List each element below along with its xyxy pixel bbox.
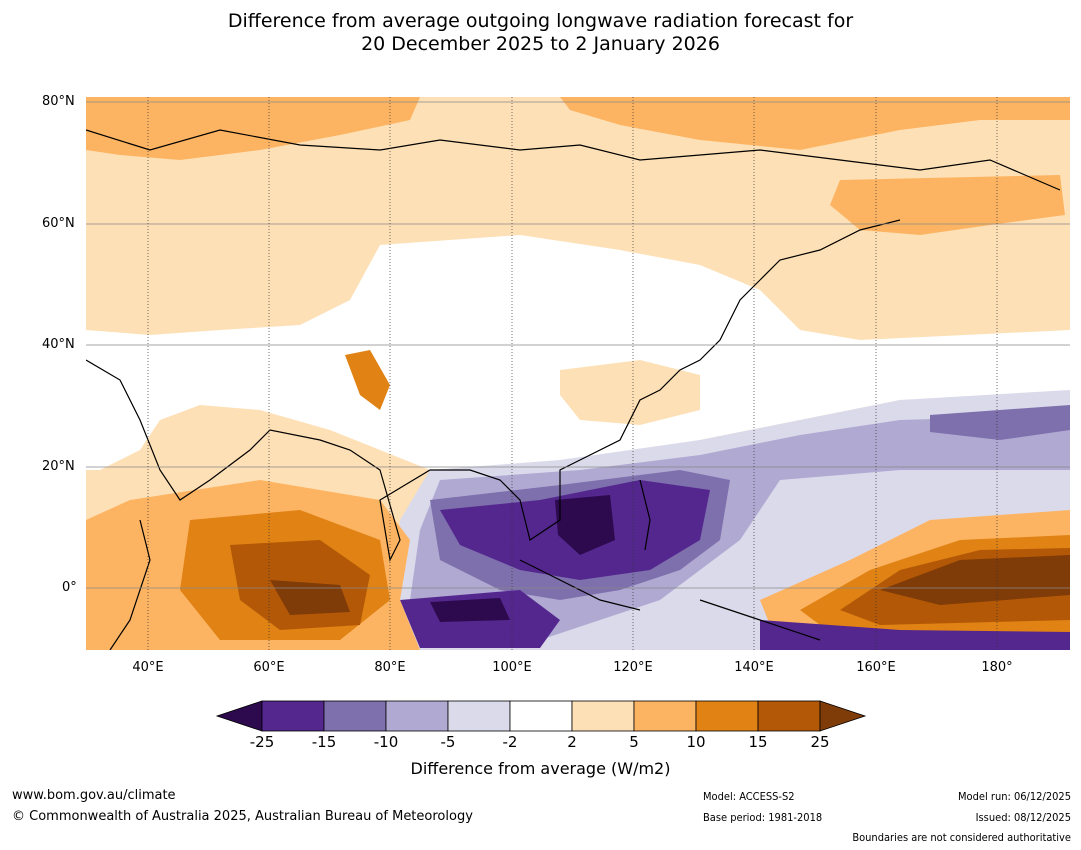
colorbar-tick: 25 bbox=[810, 733, 830, 751]
lat-label: 0° bbox=[62, 580, 77, 595]
colorbar-min-arrow bbox=[215, 700, 263, 732]
chart-title-line-1: Difference from average outgoing longwav… bbox=[227, 10, 854, 32]
chart-title-line-2: 20 December 2025 to 2 January 2026 bbox=[361, 33, 720, 55]
map-fill-layer bbox=[86, 97, 1070, 650]
colorbar-tick: -15 bbox=[311, 733, 337, 751]
colorbar-tick: -10 bbox=[373, 733, 399, 751]
boundaries-text: Boundaries are not considered authoritat… bbox=[852, 831, 1071, 844]
colorbar-cell bbox=[261, 700, 325, 732]
anomaly-region-siberia-east bbox=[830, 175, 1065, 235]
colorbar-tick: -5 bbox=[440, 733, 456, 751]
colorbar-cell bbox=[509, 700, 573, 732]
anomaly-region-himalaya bbox=[345, 350, 390, 410]
lon-label: 140°E bbox=[734, 660, 774, 675]
anomaly-region-south-pacific-strong bbox=[760, 620, 1070, 650]
lat-label: 60°N bbox=[42, 216, 75, 231]
anomaly-region-pacific-dry-peak bbox=[880, 555, 1070, 605]
lat-label: 20°N bbox=[42, 459, 75, 474]
lon-label: 120°E bbox=[613, 660, 653, 675]
issued-text: Issued: 08/12/2025 bbox=[975, 811, 1071, 824]
copyright-text: © Commonwealth of Australia 2025, Austra… bbox=[12, 809, 473, 824]
lat-label: 80°N bbox=[42, 94, 75, 109]
colorbar-title: Difference from average (W/m2) bbox=[410, 759, 671, 778]
lat-label: 40°N bbox=[42, 337, 75, 352]
base-period-text: Base period: 1981-2018 bbox=[703, 811, 823, 824]
colorbar-cell bbox=[757, 700, 821, 732]
colorbar-cells bbox=[215, 700, 867, 732]
colorbar-tick: -2 bbox=[502, 733, 518, 751]
model-run-text: Model run: 06/12/2025 bbox=[958, 790, 1071, 803]
lon-label: 60°E bbox=[253, 660, 285, 675]
colorbar-tick: 10 bbox=[686, 733, 706, 751]
anomaly-region-indian-ocean-peak bbox=[430, 598, 510, 622]
anomaly-map bbox=[86, 97, 1070, 650]
longitude-gridlines bbox=[147, 97, 998, 650]
anomaly-region-arctic-east bbox=[560, 97, 1070, 150]
lon-label: 160°E bbox=[856, 660, 896, 675]
colorbar-cell bbox=[633, 700, 697, 732]
anomaly-region-pacific-band bbox=[930, 405, 1070, 440]
lon-label: 180° bbox=[981, 660, 1013, 675]
website-link[interactable]: www.bom.gov.au/climate bbox=[12, 788, 176, 803]
anomaly-region-near-average bbox=[86, 235, 1070, 470]
colorbar-max-arrow bbox=[819, 700, 867, 732]
colorbar-cell bbox=[695, 700, 759, 732]
colorbar-cell bbox=[323, 700, 387, 732]
colorbar-tick: 5 bbox=[629, 733, 639, 751]
coastlines bbox=[86, 129, 1061, 650]
colorbar-cell bbox=[447, 700, 511, 732]
lon-label: 80°E bbox=[374, 660, 406, 675]
colorbar-cell bbox=[385, 700, 449, 732]
latitude-gridlines bbox=[86, 101, 1070, 589]
anomaly-region-maritime-peak bbox=[555, 495, 615, 555]
model-text: Model: ACCESS-S2 bbox=[703, 790, 795, 803]
colorbar-cell bbox=[571, 700, 635, 732]
lon-label: 100°E bbox=[492, 660, 532, 675]
anomaly-region-dry-peak bbox=[270, 580, 350, 615]
colorbar-tick: 2 bbox=[567, 733, 577, 751]
lon-label: 40°E bbox=[132, 660, 164, 675]
colorbar-tick: -25 bbox=[249, 733, 275, 751]
colorbar-tick: 15 bbox=[748, 733, 768, 751]
anomaly-region-east-china bbox=[560, 360, 700, 425]
